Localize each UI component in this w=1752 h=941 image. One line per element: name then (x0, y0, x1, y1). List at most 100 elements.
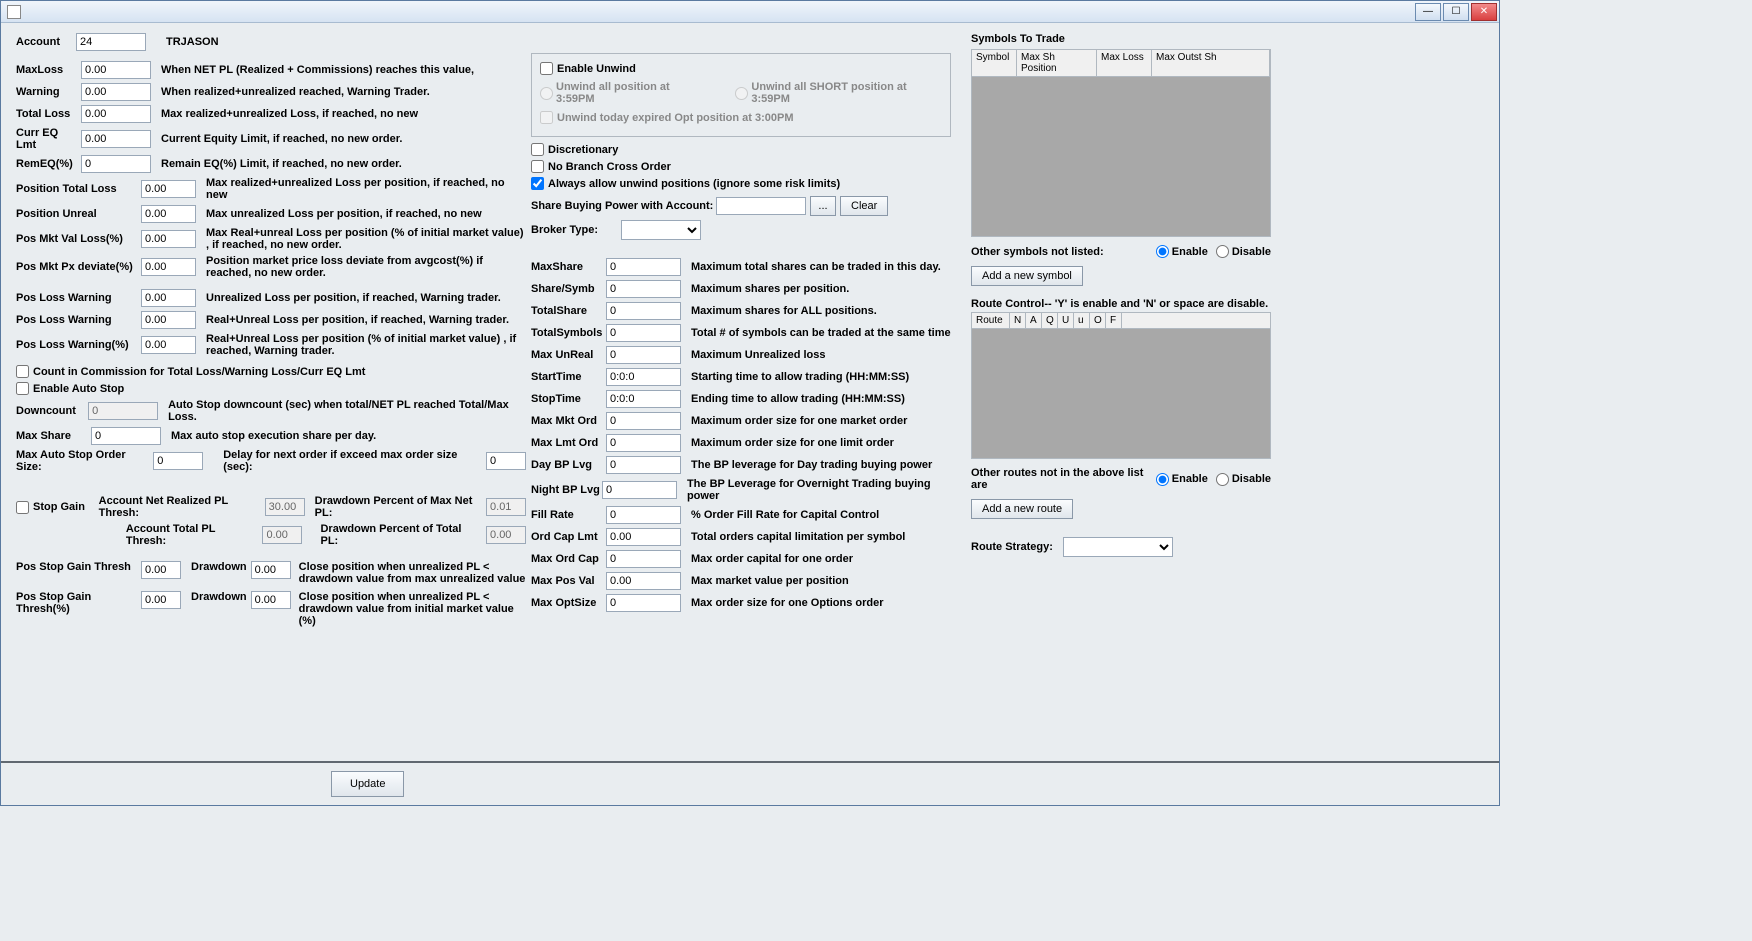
mid-row-input[interactable] (606, 594, 681, 612)
account-input[interactable] (76, 33, 146, 51)
enable-auto-stop-checkbox[interactable] (16, 382, 29, 395)
mid-row-desc: Ending time to allow trading (HH:MM:SS) (691, 393, 905, 405)
mid-row-label: Fill Rate (531, 509, 606, 521)
acct-net-real-input[interactable] (265, 498, 305, 516)
stop-gain-checkbox[interactable] (16, 501, 29, 514)
always-unwind-checkbox[interactable] (531, 177, 544, 190)
mid-row-input[interactable] (606, 368, 681, 386)
col-maxsh: Max Sh Position (1017, 50, 1097, 76)
row-input[interactable] (141, 180, 196, 198)
mid-row-input[interactable] (606, 302, 681, 320)
maxshare-as-input[interactable] (91, 427, 161, 445)
row-input[interactable] (141, 336, 196, 354)
mid-row-desc: Max order size for one Options order (691, 597, 884, 609)
mid-row-input[interactable] (606, 390, 681, 408)
unwind-expired-checkbox (540, 111, 553, 124)
dd-max-net-label: Drawdown Percent of Max Net PL: (315, 495, 482, 519)
row-label: Curr EQ Lmt (16, 127, 81, 151)
other-routes-label: Other routes not in the above list are (971, 467, 1156, 491)
pos-stop-gain-pct-dd-label: Drawdown (191, 591, 247, 603)
broker-type-select[interactable] (621, 220, 701, 240)
mid-row-input[interactable] (606, 528, 681, 546)
mid-row-input[interactable] (602, 481, 677, 499)
mid-row-label: StopTime (531, 393, 606, 405)
broker-type-label: Broker Type: (531, 224, 621, 236)
downcount-input[interactable] (88, 402, 158, 420)
symbols-table-body[interactable] (971, 77, 1271, 237)
row-desc: Position market price loss deviate from … (206, 255, 526, 279)
row-input[interactable] (141, 311, 196, 329)
routes-enable-radio[interactable] (1156, 473, 1169, 486)
row-label: Warning (16, 86, 81, 98)
symbols-enable-label: Enable (1172, 246, 1208, 258)
mid-row-input[interactable] (606, 456, 681, 474)
route-strategy-select[interactable] (1063, 537, 1173, 557)
symbols-disable-label: Disable (1232, 246, 1271, 258)
pos-stop-gain-input[interactable] (141, 561, 181, 579)
max-auto-stop-input[interactable] (153, 452, 203, 470)
maximize-button[interactable]: ☐ (1443, 3, 1469, 21)
row-input[interactable] (81, 61, 151, 79)
share-bp-clear-button[interactable]: Clear (840, 196, 888, 216)
mid-row-input[interactable] (606, 572, 681, 590)
row-input[interactable] (141, 230, 196, 248)
account-label: Account (16, 36, 76, 48)
downcount-desc: Auto Stop downcount (sec) when total/NET… (168, 399, 526, 423)
row-input[interactable] (141, 258, 196, 276)
row-input[interactable] (81, 130, 151, 148)
mid-row-input[interactable] (606, 550, 681, 568)
add-route-button[interactable]: Add a new route (971, 499, 1073, 519)
unwind-all-radio (540, 87, 553, 100)
mid-row-input[interactable] (606, 506, 681, 524)
row-input[interactable] (141, 289, 196, 307)
mid-row-label: Ord Cap Lmt (531, 531, 606, 543)
pos-stop-gain-pct-dd-input[interactable] (251, 591, 291, 609)
row-input[interactable] (81, 155, 151, 173)
row-input[interactable] (81, 105, 151, 123)
share-bp-input[interactable] (716, 197, 806, 215)
enable-unwind-checkbox[interactable] (540, 62, 553, 75)
symbols-enable-radio[interactable] (1156, 245, 1169, 258)
route-table-body[interactable] (971, 329, 1271, 459)
mid-row-input[interactable] (606, 412, 681, 430)
close-button[interactable]: ✕ (1471, 3, 1497, 21)
row-label: Pos Loss Warning(%) (16, 339, 141, 351)
no-branch-checkbox[interactable] (531, 160, 544, 173)
row-desc: Max unrealized Loss per position, if rea… (206, 208, 526, 220)
mid-row-desc: Max market value per position (691, 575, 849, 587)
right-panel: Symbols To Trade Symbol Max Sh Position … (971, 33, 1271, 561)
routes-disable-radio[interactable] (1216, 473, 1229, 486)
row-label: Pos Mkt Val Loss(%) (16, 233, 141, 245)
update-button[interactable]: Update (331, 771, 404, 797)
pos-stop-gain-dd-input[interactable] (251, 561, 291, 579)
share-bp-browse-button[interactable]: ... (810, 196, 836, 216)
no-branch-label: No Branch Cross Order (548, 161, 671, 173)
add-symbol-button[interactable]: Add a new symbol (971, 266, 1083, 286)
col-symbol: Symbol (972, 50, 1017, 76)
mid-row-input[interactable] (606, 258, 681, 276)
minimize-button[interactable]: — (1415, 3, 1441, 21)
mid-row-label: Day BP Lvg (531, 459, 606, 471)
pos-stop-gain-pct-input[interactable] (141, 591, 181, 609)
delay-input[interactable] (486, 452, 526, 470)
enable-unwind-label: Enable Unwind (557, 63, 636, 75)
row-label: Pos Loss Warning (16, 292, 141, 304)
symbols-table-header: Symbol Max Sh Position Max Loss Max Outs… (971, 49, 1271, 77)
mid-row-desc: Starting time to allow trading (HH:MM:SS… (691, 371, 909, 383)
discretionary-checkbox[interactable] (531, 143, 544, 156)
dd-total-input[interactable] (486, 526, 526, 544)
row-desc: When realized+unrealized reached, Warnin… (161, 86, 526, 98)
mid-row-input[interactable] (606, 346, 681, 364)
count-commission-checkbox[interactable] (16, 365, 29, 378)
mid-row-input[interactable] (606, 280, 681, 298)
symbols-disable-radio[interactable] (1216, 245, 1229, 258)
row-input[interactable] (141, 205, 196, 223)
mid-row-input[interactable] (606, 434, 681, 452)
row-desc: Real+Unreal Loss per position, if reache… (206, 314, 526, 326)
mid-row-input[interactable] (606, 324, 681, 342)
acct-total-input[interactable] (262, 526, 302, 544)
mid-row-label: Night BP Lvg (531, 484, 602, 496)
row-label: Pos Mkt Px deviate(%) (16, 261, 141, 273)
row-input[interactable] (81, 83, 151, 101)
dd-max-net-input[interactable] (486, 498, 526, 516)
